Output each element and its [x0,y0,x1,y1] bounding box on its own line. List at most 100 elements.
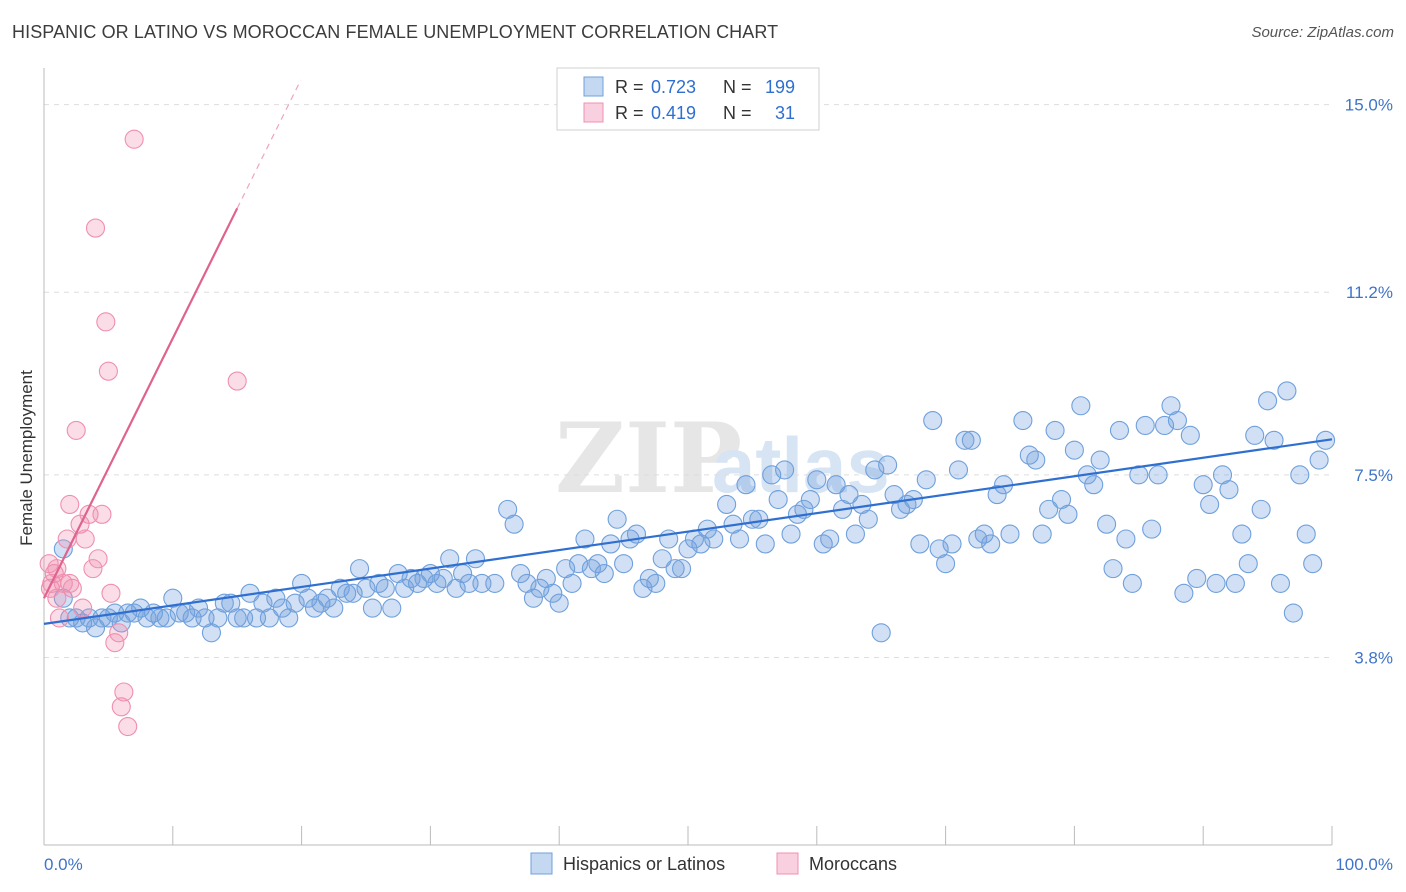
series-legend: Hispanics or Latinos Moroccans [530,852,897,875]
latino-point [1071,396,1091,416]
latino-point [156,608,176,628]
latino-point [807,470,827,490]
moroccan-point [101,583,121,603]
latino-point [1283,603,1303,623]
moroccan-trend-line [43,207,239,599]
moroccan-point [83,559,103,579]
x-tick-label-min: 0.0% [44,855,83,874]
moroccan-trend-extension [236,79,302,209]
moroccan-point [118,716,138,737]
y-tick-label: 11.2% [1346,283,1393,302]
latino-point [800,489,820,510]
moroccan-point [40,578,60,598]
moroccan-point [49,608,70,628]
latino-point [942,534,962,554]
latino-point [1000,524,1020,544]
latino-point [1238,554,1258,574]
latino-point [775,460,795,480]
latino-point [1245,425,1265,445]
legend-r-label-latino: R = [615,77,644,97]
watermark-zip: ZIP [555,402,742,515]
legend-r-value-moroccan: 0.419 [651,103,696,123]
latino-point [1013,410,1033,431]
moroccan-point [60,494,80,515]
bottom-legend-swatch-moroccan [776,852,799,875]
moroccan-point [111,697,131,717]
latino-point [1019,445,1039,465]
legend-n-value-moroccan: 31 [775,103,795,123]
latino-point [916,470,936,490]
latino-point [1258,391,1278,411]
latino-point [652,549,672,569]
latino-point [465,549,486,569]
latino-point [646,573,666,593]
latino-point [755,534,775,554]
latino-point [1174,583,1194,603]
latino-point [1251,499,1271,519]
legend-swatch-latino [583,76,604,97]
latino-point [639,568,659,589]
latino-point [678,539,698,559]
latino-point [285,593,305,613]
latino-point [717,494,737,515]
latino-point [311,593,331,613]
latino-point [871,623,891,643]
latino-point [1026,450,1046,470]
legend-swatch-moroccan [583,102,604,123]
latino-point [1135,415,1155,436]
latino-point [1039,499,1059,519]
latino-point [298,588,318,608]
moroccan-point [114,682,134,702]
moroccan-point [47,559,67,579]
latino-point [729,529,750,549]
latino-point [704,529,724,549]
moroccan-point [62,578,82,598]
latino-point [961,430,981,450]
latino-point [607,509,627,529]
latino-point [1206,573,1226,593]
y-axis-label: Female Unemployment [17,370,36,546]
latino-point [1116,529,1136,549]
bottom-legend-label-moroccan: Moroccans [809,854,897,874]
latino-point [974,524,994,544]
latino-point [485,573,505,593]
latino-point [259,608,279,628]
latino-point [369,573,389,593]
latino-point [324,598,344,618]
legend-n-label-moroccan: N = [723,103,752,123]
y-tick-label: 15.0% [1345,96,1393,115]
moroccan-point [85,218,106,238]
latino-point [1129,465,1149,485]
moroccan-point [105,633,125,653]
latino-point [826,475,846,495]
latino-point [562,573,582,593]
latino-point [1109,420,1130,440]
latino-point [1064,440,1084,460]
latino-point [189,598,209,618]
latino-point [936,554,956,574]
latino-point [813,534,833,554]
moroccan-point [96,312,116,332]
moroccan-point [75,529,95,549]
latino-point [581,559,601,579]
latino-point [923,410,943,431]
latino-point [987,485,1007,505]
latino-point [375,578,395,598]
latino-point [1225,573,1245,593]
latino-point [362,598,382,618]
moroccan-point [109,623,129,643]
latino-point [865,460,885,480]
latino-point [781,524,801,544]
latino-point [820,529,840,549]
latino-point [1200,494,1220,515]
latino-point [633,578,653,598]
latino-point [594,563,614,584]
latino-point [665,559,685,579]
latino-point [1167,410,1187,431]
latino-point [568,554,589,574]
latino-point [85,618,106,638]
latino-point [1187,568,1207,589]
moroccan-point [92,504,112,524]
y-tick-label: 7.5% [1354,466,1393,485]
